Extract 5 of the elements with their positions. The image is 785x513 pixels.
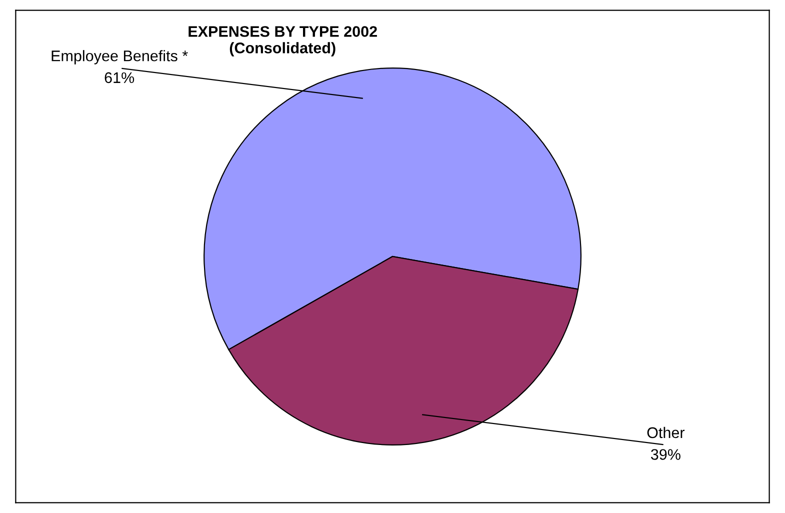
data-label: 61%	[104, 72, 134, 84]
data-label: 39%	[650, 449, 680, 460]
slice-label: Employee Benefits *	[52, 50, 188, 64]
slice-label: Other	[647, 426, 685, 438]
chart-title: EXPENSES BY TYPE 2002 (Consolidated)	[188, 26, 377, 56]
